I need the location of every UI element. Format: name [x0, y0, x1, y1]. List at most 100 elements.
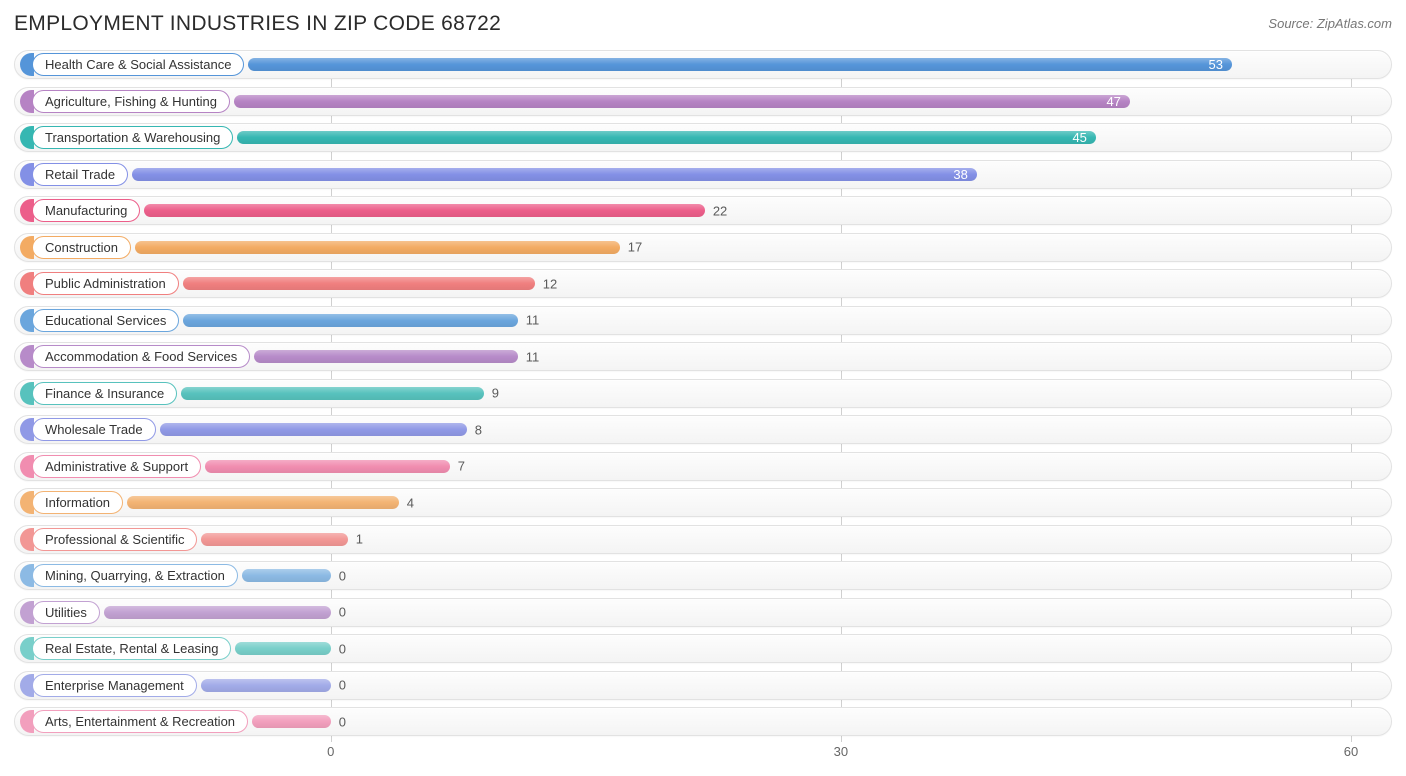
bar-row: Public Administration 12 — [14, 269, 1392, 298]
bar-track: 11 — [254, 346, 1385, 367]
bar-track: 0 — [252, 711, 1385, 732]
category-pill: Agriculture, Fishing & Hunting — [32, 90, 230, 113]
category-pill: Transportation & Warehousing — [32, 126, 233, 149]
chart-title: EMPLOYMENT INDUSTRIES IN ZIP CODE 68722 — [14, 12, 501, 36]
category-pill: Real Estate, Rental & Leasing — [32, 637, 231, 660]
bar-track: 4 — [127, 492, 1385, 513]
category-pill: Health Care & Social Assistance — [32, 53, 244, 76]
bar-value-label: 1 — [356, 532, 363, 547]
value-bar — [183, 314, 517, 327]
category-pill: Administrative & Support — [32, 455, 201, 478]
value-bar — [144, 204, 704, 217]
x-tick-label: 0 — [327, 744, 334, 759]
category-pill: Professional & Scientific — [32, 528, 197, 551]
value-bar: 53 — [248, 58, 1232, 71]
bar-track: 45 — [237, 127, 1385, 148]
value-bar — [205, 460, 450, 473]
source-attribution: Source: ZipAtlas.com — [1268, 12, 1392, 31]
bar-value-label: 0 — [339, 568, 346, 583]
category-pill: Information — [32, 491, 123, 514]
bar-track: 7 — [205, 456, 1385, 477]
value-bar — [160, 423, 467, 436]
value-bar — [181, 387, 484, 400]
category-pill: Public Administration — [32, 272, 179, 295]
source-label: Source: — [1268, 16, 1313, 31]
bar-track: 8 — [160, 419, 1385, 440]
bar-row: Retail Trade 38 — [14, 160, 1392, 189]
category-pill: Finance & Insurance — [32, 382, 177, 405]
category-pill: Accommodation & Food Services — [32, 345, 250, 368]
bar-row: Professional & Scientific 1 — [14, 525, 1392, 554]
bar-value-label: 9 — [492, 386, 499, 401]
bar-row: Agriculture, Fishing & Hunting 47 — [14, 87, 1392, 116]
category-pill: Enterprise Management — [32, 674, 197, 697]
bar-chart: Health Care & Social Assistance 53 Agricul… — [14, 50, 1392, 764]
bar-value-label: 4 — [407, 495, 414, 510]
value-bar: 47 — [234, 95, 1130, 108]
bar-track: 47 — [234, 91, 1385, 112]
bar-value-label: 0 — [339, 714, 346, 729]
value-bar — [242, 569, 331, 582]
bar-row: Finance & Insurance 9 — [14, 379, 1392, 408]
bar-value-label: 17 — [628, 240, 642, 255]
bar-value-label: 22 — [713, 203, 727, 218]
bar-value-label: 11 — [526, 313, 540, 328]
category-pill: Utilities — [32, 601, 100, 624]
value-bar — [201, 533, 347, 546]
bar-track: 0 — [104, 602, 1385, 623]
bar-row: Mining, Quarrying, & Extraction 0 — [14, 561, 1392, 590]
bar-value-label: 12 — [543, 276, 557, 291]
chart-header: EMPLOYMENT INDUSTRIES IN ZIP CODE 68722 … — [14, 12, 1392, 36]
value-bar — [135, 241, 620, 254]
bar-track: 12 — [183, 273, 1385, 294]
bar-value-label: 38 — [953, 167, 967, 182]
bar-value-label: 45 — [1072, 130, 1086, 145]
bar-track: 1 — [201, 529, 1385, 550]
value-bar: 38 — [132, 168, 977, 181]
bar-row: Health Care & Social Assistance 53 — [14, 50, 1392, 79]
bar-track: 0 — [242, 565, 1385, 586]
category-pill: Retail Trade — [32, 163, 128, 186]
bar-track: 53 — [248, 54, 1385, 75]
x-tick-label: 30 — [834, 744, 848, 759]
bar-value-label: 53 — [1208, 57, 1222, 72]
value-bar: 45 — [237, 131, 1096, 144]
bar-value-label: 0 — [339, 678, 346, 693]
category-pill: Educational Services — [32, 309, 179, 332]
category-pill: Construction — [32, 236, 131, 259]
bar-track: 22 — [144, 200, 1385, 221]
bar-track: 17 — [135, 237, 1385, 258]
bar-track: 0 — [201, 675, 1385, 696]
x-axis: 0 30 60 — [14, 744, 1392, 764]
value-bar — [252, 715, 331, 728]
value-bar — [254, 350, 518, 363]
value-bar — [201, 679, 331, 692]
category-pill: Manufacturing — [32, 199, 140, 222]
bar-value-label: 0 — [339, 641, 346, 656]
bar-track: 0 — [235, 638, 1385, 659]
bar-row: Manufacturing 22 — [14, 196, 1392, 225]
bar-value-label: 0 — [339, 605, 346, 620]
value-bar — [183, 277, 535, 290]
bar-row: Educational Services 11 — [14, 306, 1392, 335]
bar-track: 11 — [183, 310, 1385, 331]
source-name: ZipAtlas.com — [1317, 16, 1392, 31]
bar-row: Accommodation & Food Services 11 — [14, 342, 1392, 371]
bar-track: 38 — [132, 164, 1385, 185]
bar-row: Real Estate, Rental & Leasing 0 — [14, 634, 1392, 663]
bar-value-label: 11 — [526, 349, 540, 364]
bar-row: Arts, Entertainment & Recreation0 — [14, 707, 1392, 736]
value-bar — [235, 642, 330, 655]
bar-track: 9 — [181, 383, 1385, 404]
bar-row: Information 4 — [14, 488, 1392, 517]
bar-row: Enterprise Management 0 — [14, 671, 1392, 700]
category-pill: Mining, Quarrying, & Extraction — [32, 564, 238, 587]
bar-row: Transportation & Warehousing 45 — [14, 123, 1392, 152]
value-bar — [127, 496, 399, 509]
bar-row: Utilities 0 — [14, 598, 1392, 627]
bar-row: Construction 17 — [14, 233, 1392, 262]
category-pill: Wholesale Trade — [32, 418, 156, 441]
x-tick-label: 60 — [1344, 744, 1358, 759]
bar-value-label: 8 — [475, 422, 482, 437]
bar-row: Wholesale Trade 8 — [14, 415, 1392, 444]
